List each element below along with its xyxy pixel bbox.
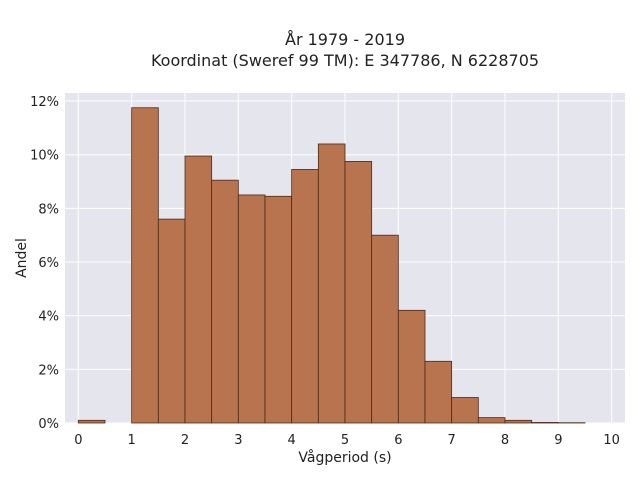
histogram-bar — [504, 419, 533, 424]
histogram-bar — [211, 179, 239, 424]
y-axis-ticks: 0% 2% 4% 6% 8% 10% 12% — [30, 95, 59, 432]
x-tick-label: 9 — [554, 433, 562, 448]
chart-subtitle: Koordinat (Sweref 99 TM): E 347786, N 62… — [151, 51, 539, 70]
histogram-bar — [451, 397, 479, 424]
chart-title: År 1979 - 2019 — [285, 30, 405, 49]
histogram-bar — [477, 417, 506, 424]
histogram-bar — [157, 218, 186, 424]
x-tick-label: 1 — [128, 433, 136, 448]
x-tick-label: 6 — [394, 433, 402, 448]
x-tick-label: 2 — [181, 433, 189, 448]
x-tick-label: 0 — [74, 433, 82, 448]
x-tick-label: 5 — [341, 433, 349, 448]
y-tick-label: 8% — [38, 202, 59, 217]
histogram-bar — [397, 309, 426, 424]
histogram-bar — [184, 155, 213, 424]
y-tick-label: 2% — [38, 363, 59, 378]
y-tick-label: 12% — [30, 95, 59, 110]
x-tick-label: 3 — [234, 433, 242, 448]
x-axis-ticks: 0 1 2 3 4 5 6 7 8 9 10 — [74, 433, 620, 448]
x-tick-label: 8 — [501, 433, 509, 448]
histogram-bar — [344, 161, 373, 424]
histogram-bar — [131, 107, 159, 424]
histogram-bars — [77, 107, 586, 424]
y-axis-label: Andel — [14, 238, 30, 278]
y-tick-label: 10% — [30, 149, 59, 164]
histogram-bar — [317, 143, 346, 424]
histogram-bar — [264, 195, 293, 424]
x-tick-label: 7 — [448, 433, 456, 448]
histogram-bar — [371, 234, 399, 424]
y-tick-label: 6% — [38, 256, 59, 271]
histogram-bar — [77, 419, 106, 424]
histogram-bar — [237, 194, 266, 424]
histogram-bar — [291, 169, 319, 424]
x-tick-label: 4 — [288, 433, 296, 448]
x-axis-label: Vågperiod (s) — [298, 449, 391, 466]
histogram-bar — [424, 360, 453, 424]
y-tick-label: 0% — [38, 417, 59, 432]
y-tick-label: 4% — [38, 310, 59, 325]
x-tick-label: 10 — [603, 433, 620, 448]
histogram-bar — [531, 422, 559, 424]
